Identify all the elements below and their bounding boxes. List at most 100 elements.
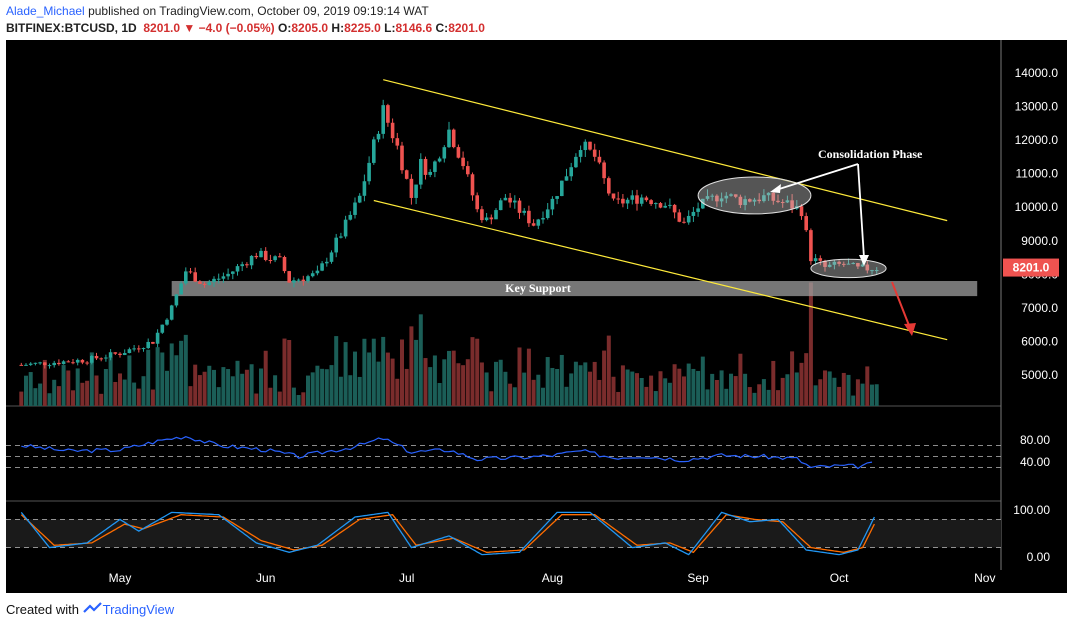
created-with-text: Created with <box>6 602 79 617</box>
volume-bar <box>475 338 480 406</box>
candle-body <box>409 178 414 198</box>
candle-body <box>372 139 376 163</box>
volume-bar <box>700 356 705 406</box>
high-label: H: <box>331 21 345 35</box>
volume-bar <box>597 379 602 406</box>
indicator-tick-label: 100.00 <box>1013 503 1050 517</box>
candle-body <box>43 362 47 366</box>
candle-body <box>461 157 465 167</box>
author-link[interactable]: Alade_Michael <box>6 4 85 18</box>
volume-bar <box>743 373 748 406</box>
candle-body <box>762 195 766 202</box>
candle-body <box>658 203 663 208</box>
volume-bar <box>517 347 522 406</box>
volume-bar <box>150 389 155 406</box>
time-axis: May Jun Jul Aug Sep Oct Nov <box>109 571 996 585</box>
candle-body <box>498 200 503 211</box>
volume-bar <box>395 378 400 406</box>
volume-bar <box>235 360 240 406</box>
volume-bar <box>108 356 113 406</box>
volume-bar <box>602 350 607 406</box>
candle-body <box>104 357 108 359</box>
candle-body <box>292 280 296 283</box>
volume-bar <box>752 392 757 406</box>
volume-bar <box>710 373 715 406</box>
volume-bar <box>301 392 306 406</box>
candle-body <box>174 294 179 306</box>
channel-lower-line <box>373 199 948 341</box>
price-tick-label: 6000.0 <box>1021 334 1058 348</box>
candle-body <box>165 319 169 325</box>
candle-body <box>743 199 747 206</box>
candle-body <box>780 202 785 204</box>
candle-body <box>701 198 705 209</box>
candle-body <box>592 149 597 157</box>
volume-bar <box>310 372 315 406</box>
consolidation-arrow <box>775 163 859 191</box>
indicator-tick-label: 80.00 <box>1020 433 1050 447</box>
volume-bar <box>409 326 414 406</box>
candle-body <box>597 156 602 163</box>
key-support-zone <box>171 281 978 297</box>
volume-bar <box>855 379 860 406</box>
volume-bar <box>437 383 442 406</box>
candle-body <box>654 203 658 205</box>
candlesticks <box>19 99 879 369</box>
candle-body <box>874 270 879 272</box>
volume-bar <box>696 370 701 406</box>
candle-body <box>832 261 837 265</box>
candle-body <box>856 263 860 267</box>
candle-body <box>151 341 155 344</box>
candle-body <box>193 272 197 282</box>
stoch-band <box>6 519 1001 548</box>
volume-bar <box>470 337 475 406</box>
volume-bar <box>99 393 104 406</box>
volume-bar <box>362 338 367 406</box>
candle-body <box>442 147 447 159</box>
last-price-label: 8201.0 <box>1013 261 1050 275</box>
tradingview-brand[interactable]: TradingView <box>102 602 175 617</box>
candle-body <box>24 364 28 366</box>
volume-bar <box>545 357 550 406</box>
candle-body <box>456 147 461 158</box>
volume-bar <box>118 373 122 406</box>
candle-body <box>348 214 353 220</box>
candle-body <box>527 210 531 224</box>
volume-bar <box>757 384 762 406</box>
candle-body <box>127 349 132 354</box>
candle-body <box>433 161 437 172</box>
candle-body <box>390 122 395 139</box>
volume-bar <box>677 368 682 406</box>
volume-bar <box>827 371 832 406</box>
candle-body <box>625 199 630 204</box>
volume-bar <box>56 386 61 406</box>
volume-bar <box>226 369 231 406</box>
volume-bar <box>714 379 719 406</box>
candle-body <box>715 195 719 202</box>
channel-upper-line <box>383 79 948 222</box>
volume-bar <box>790 351 795 406</box>
volume-bar <box>536 374 541 406</box>
candle-body <box>226 273 230 277</box>
candle-body <box>451 129 456 148</box>
candle-body <box>663 205 667 208</box>
candle-body <box>583 141 588 151</box>
candle-body <box>564 176 569 181</box>
candle-body <box>672 204 677 213</box>
chart-area[interactable]: Key Support Consolidation Phase 5000.0 60… <box>6 40 1067 593</box>
high-value: 8225.0 <box>344 21 381 35</box>
volume-bar <box>315 365 320 406</box>
volume-bar <box>165 370 169 406</box>
volume-bar <box>667 382 672 406</box>
candle-body <box>94 355 99 359</box>
rsi-line <box>21 436 873 470</box>
volume-bar <box>747 387 752 406</box>
chart-svg[interactable]: Key Support Consolidation Phase 5000.0 60… <box>6 40 1067 593</box>
candle-body <box>61 361 66 365</box>
price-tick-label: 5000.0 <box>1021 368 1058 382</box>
volume-bar <box>94 375 99 406</box>
candle-body <box>588 141 592 150</box>
time-tick-label: May <box>109 571 132 585</box>
candle-body <box>160 324 165 333</box>
candle-body <box>644 197 649 201</box>
